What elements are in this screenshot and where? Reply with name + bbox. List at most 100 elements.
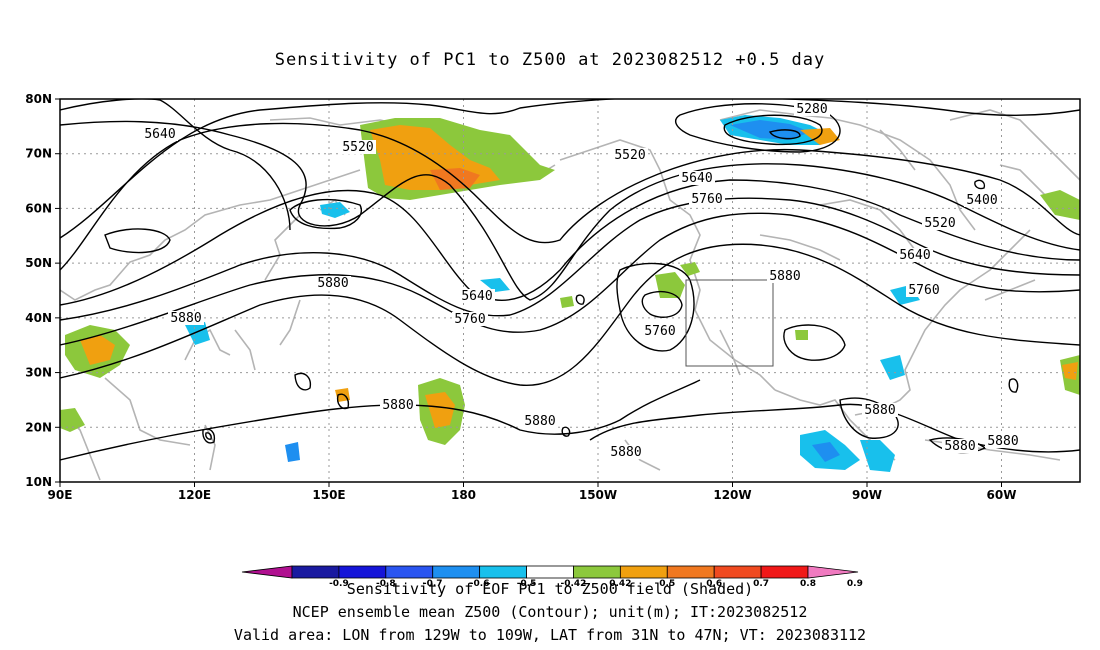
contour-label: 5880	[317, 276, 348, 291]
colorbar-tick-label: -0.6	[470, 579, 490, 589]
contour-label-bg	[679, 171, 715, 185]
contour-label: 5880	[170, 311, 201, 326]
longitude-labels: 90E 120E 150E 180 150W 120W 90W 60W	[48, 482, 1017, 502]
lat-label: 40N	[25, 311, 52, 325]
contour-label-bg	[522, 414, 558, 428]
contour-label: 5640	[144, 127, 175, 142]
contour-labels: 5640 5520 5280 5520 5640 5760 5400 5520 5640 5760…	[142, 102, 1021, 460]
contour-label: 5640	[899, 248, 930, 263]
colorbar: -0.9 -0.8 -0.7 -0.6 -0.5 -0.42 0.42 0.5 0.6 0.7 0.…	[241, 565, 863, 589]
contour-label: 5760	[454, 312, 485, 327]
colorbar-high-triangle	[807, 565, 859, 579]
contour-label: 5520	[342, 140, 373, 155]
z500-contours	[60, 99, 1080, 461]
colorbar-segment	[479, 565, 527, 579]
lon-label: 90E	[48, 488, 73, 502]
contour-label-bg	[767, 269, 803, 283]
latitude-labels: 80N 70N 60N 50N 40N 30N 20N 10N	[25, 92, 60, 489]
colorbar-segment	[619, 565, 668, 579]
contour-label: 5520	[614, 148, 645, 163]
lat-label: 80N	[25, 92, 52, 106]
lon-label: 120E	[178, 488, 211, 502]
lat-label: 10N	[25, 475, 52, 489]
contour-label: 5400	[966, 193, 997, 208]
colorbar-tick-label: -0.9	[329, 579, 349, 589]
lon-label: 90W	[852, 488, 882, 502]
colorbar-tick-label: 0.42	[609, 579, 631, 589]
colorbar-segment	[713, 565, 762, 579]
contour-label-bg	[642, 324, 678, 338]
contour-label: 5520	[924, 216, 955, 231]
footer-line-1: Sensitivity of EOF PC1 to Z500 field (Sh…	[346, 580, 754, 598]
lon-label: 180	[451, 488, 476, 502]
contour-label: 5760	[691, 192, 722, 207]
contour-label-bg	[942, 439, 978, 453]
contour-label: 5640	[461, 289, 492, 304]
colorbar-tick-label: -0.8	[376, 579, 396, 589]
contour-label-bg	[380, 398, 416, 412]
footer-line-3: Valid area: LON from 129W to 109W, LAT f…	[233, 626, 867, 644]
lat-label: 30N	[25, 366, 52, 380]
lon-label: 150E	[312, 488, 345, 502]
contour-label: 5280	[796, 102, 827, 117]
colorbar-segment	[666, 565, 715, 579]
contour-label-bg	[142, 127, 178, 141]
lon-label: 120W	[713, 488, 751, 502]
contour-label-bg	[168, 311, 204, 325]
contour-label-bg	[612, 148, 648, 162]
colorbar-segment	[338, 565, 387, 579]
contour-label: 5880	[382, 398, 413, 413]
contour-label: 5880	[524, 414, 555, 429]
colorbar-low-triangle	[241, 565, 293, 579]
contour-label-bg	[985, 434, 1021, 448]
colorbar-segment	[526, 565, 574, 579]
colorbar-segment	[432, 565, 481, 579]
contour-label-bg	[608, 445, 644, 459]
sensitivity-shading	[60, 115, 1080, 472]
contour-label: 5880	[610, 445, 641, 460]
footer-caption: Sensitivity of EOF PC1 to Z500 field (Sh…	[0, 578, 1100, 647]
grid-lines	[60, 99, 1080, 482]
contour-label-bg	[862, 403, 898, 417]
contour-label-bg	[794, 102, 830, 116]
contour-label-bg	[459, 289, 495, 303]
contour-label-bg	[340, 140, 376, 154]
colorbar-tick-label: 0.8	[800, 579, 816, 589]
contour-label-bg	[315, 276, 351, 290]
contour-label: 5760	[644, 324, 675, 339]
contour-label: 5880	[864, 403, 895, 418]
contour-label-bg	[964, 193, 1000, 207]
lat-label: 20N	[25, 420, 52, 434]
lon-label: 150W	[579, 488, 617, 502]
colorbar-segment	[291, 565, 340, 579]
colorbar-segment	[385, 565, 434, 579]
contour-label: 5880	[944, 439, 975, 454]
map-frame	[59, 98, 1081, 483]
contour-label-bg	[452, 312, 488, 326]
lon-label: 60W	[987, 488, 1017, 502]
contour-label-bg	[897, 248, 933, 262]
colorbar-tick-label: -0.7	[423, 579, 443, 589]
lat-label: 60N	[25, 201, 52, 215]
contour-label-bg	[922, 216, 958, 230]
colorbar-tick-label: -0.5	[517, 579, 537, 589]
colorbar-tick-label: 0.6	[706, 579, 722, 589]
colorbar-segment	[573, 565, 621, 579]
colorbar-segment	[760, 565, 809, 579]
colorbar-tick-label: 0.7	[753, 579, 769, 589]
footer-line-2: NCEP ensemble mean Z500 (Contour); unit(…	[292, 603, 808, 621]
colorbar-tick-label: 0.9	[847, 579, 863, 589]
contour-label: 5760	[908, 283, 939, 298]
lat-label: 70N	[25, 147, 52, 161]
lat-label: 50N	[25, 256, 52, 270]
colorbar-tick-label: 0.5	[659, 579, 675, 589]
valid-area-box	[685, 279, 774, 367]
contour-label: 5880	[987, 434, 1018, 449]
map-title: Sensitivity of PC1 to Z500 at 2023082512…	[274, 50, 826, 70]
contour-label: 5880	[769, 269, 800, 284]
contour-label: 5640	[681, 171, 712, 186]
contour-label-bg	[689, 192, 725, 206]
contour-label-bg	[906, 283, 942, 297]
colorbar-tick-label: -0.42	[560, 579, 586, 589]
